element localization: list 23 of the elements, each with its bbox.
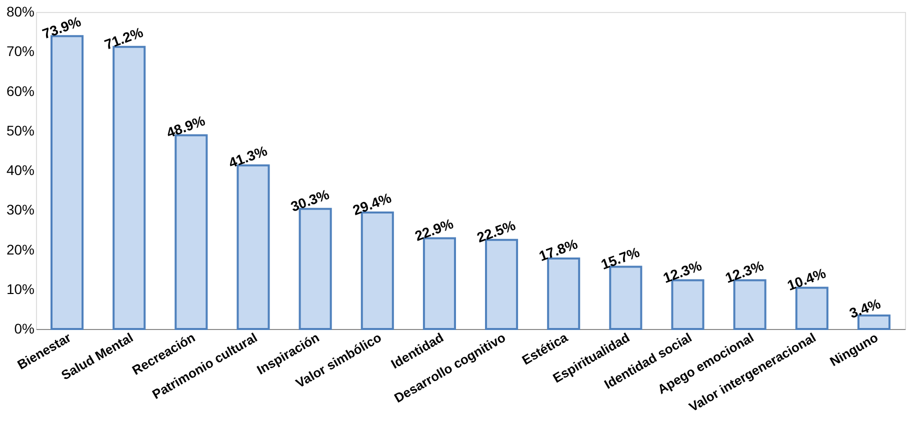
y-tick-label: 70% (6, 43, 34, 60)
data-label: 30.3% (288, 186, 332, 215)
data-label: 12.3% (722, 257, 766, 286)
y-tick-label: 30% (6, 202, 34, 218)
y-tick-label: 0% (14, 320, 34, 336)
data-label: 41.3% (226, 142, 270, 171)
data-label: 10.4% (785, 264, 828, 294)
y-tick-label: 50% (6, 122, 34, 138)
y-tick-label: 60% (6, 82, 34, 99)
y-tick-label: 40% (6, 162, 34, 178)
y-tick-label: 10% (6, 280, 34, 297)
y-tick-label: 80% (6, 4, 34, 20)
y-tick-label: 20% (6, 241, 34, 258)
data-label: 73.9% (40, 13, 84, 42)
data-label: 29.4% (350, 189, 394, 218)
data-label: 17.8% (536, 235, 580, 264)
data-label: 15.7% (598, 244, 642, 272)
data-label: 22.9% (412, 215, 456, 244)
data-label: 22.5% (474, 216, 518, 246)
data-label: 3.4% (847, 295, 884, 322)
data-label: 48.9% (164, 112, 208, 141)
data-label: 12.3% (660, 257, 704, 286)
data-label: 71.2% (102, 24, 146, 53)
